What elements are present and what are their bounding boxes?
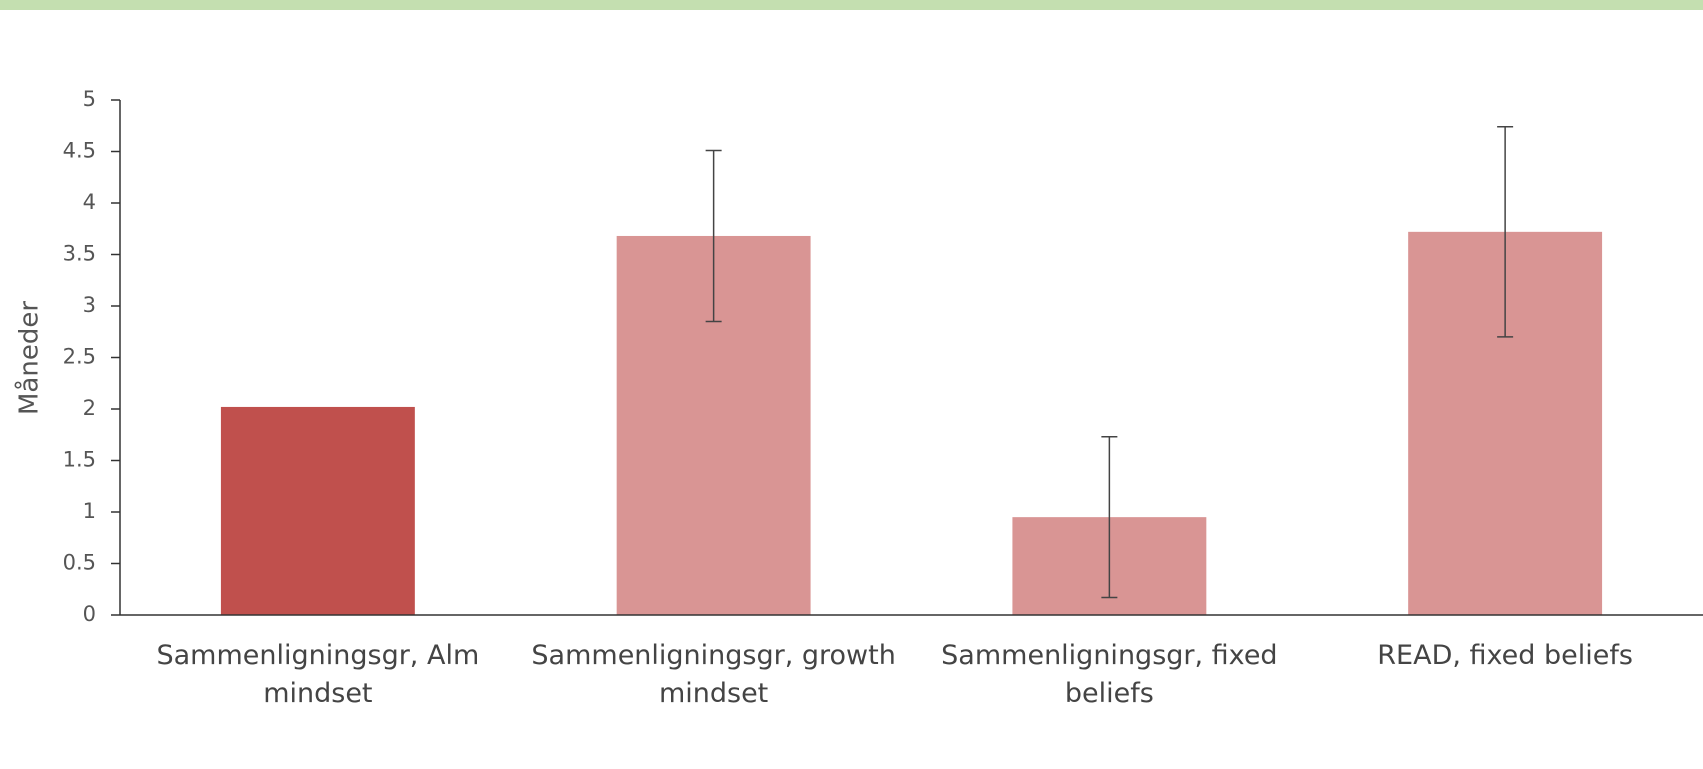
top-band (0, 0, 1703, 10)
x-tick-label: Sammenligningsgr, growth mindset (531, 640, 896, 709)
y-tick-label: 0 (83, 602, 96, 626)
y-axis-label: Måneder (14, 301, 45, 415)
y-tick-label: 1 (83, 499, 96, 523)
y-tick-label: 4 (83, 190, 96, 214)
y-tick-label: 3 (83, 293, 96, 317)
y-tick-label: 5 (83, 87, 96, 111)
x-tick-label: Sammenligningsgr, Alm mindset (156, 640, 480, 709)
y-tick-label: 4.5 (63, 139, 96, 163)
y-tick-label: 3.5 (63, 242, 96, 266)
y-tick-label: 1.5 (63, 448, 96, 472)
y-tick-label: 2.5 (63, 345, 96, 369)
bar (220, 406, 415, 615)
x-tick-label: READ, fixed beliefs (1377, 640, 1633, 671)
y-tick-label: 2 (83, 396, 96, 420)
y-tick-label: 0.5 (63, 551, 96, 575)
x-tick-label: Sammenligningsgr, fixed beliefs (941, 640, 1278, 709)
